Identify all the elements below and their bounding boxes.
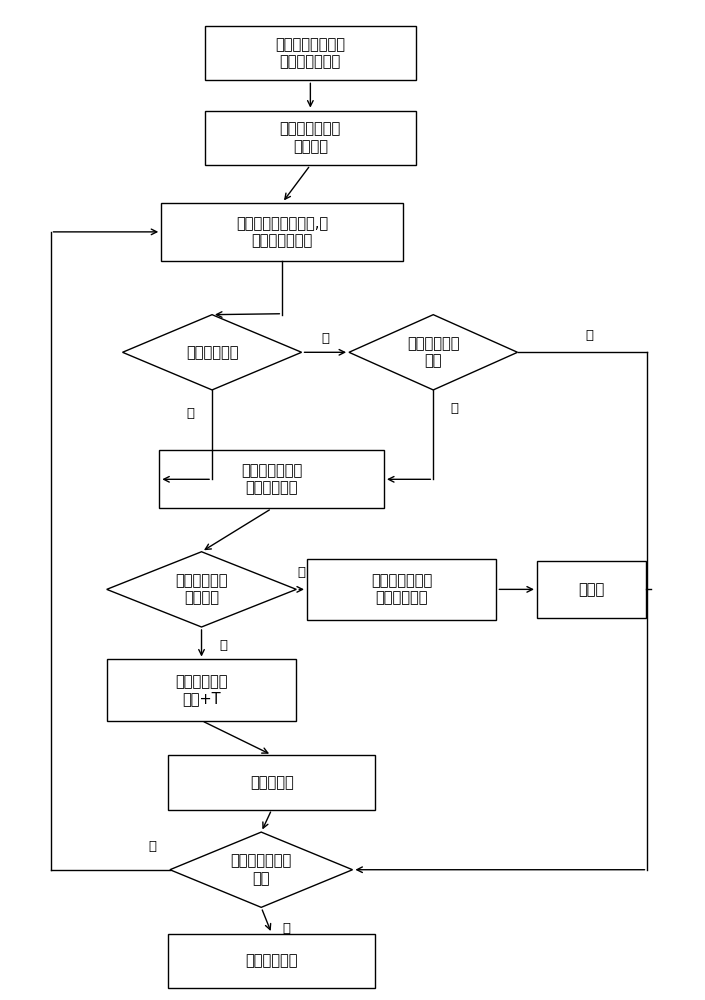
Text: 否: 否: [187, 407, 195, 420]
Text: 计算待测点太阳位置,获
取太阳光线向量: 计算待测点太阳位置,获 取太阳光线向量: [236, 216, 329, 248]
Text: 更新缓存中的图
元为遥挡图元: 更新缓存中的图 元为遥挡图元: [371, 573, 432, 606]
Text: 否: 否: [219, 639, 227, 652]
Text: 是: 是: [585, 329, 594, 342]
FancyBboxPatch shape: [168, 934, 375, 988]
Polygon shape: [349, 315, 517, 390]
FancyBboxPatch shape: [161, 203, 403, 261]
Text: 被遥挡: 被遥挡: [578, 582, 604, 597]
FancyBboxPatch shape: [205, 111, 416, 165]
FancyBboxPatch shape: [307, 559, 496, 620]
Text: 是: 是: [282, 922, 290, 935]
Text: 所有时刻计算完
毕？: 所有时刻计算完 毕？: [231, 854, 292, 886]
Text: 设置待测点、起止
时段及时间间隔: 设置待测点、起止 时段及时间间隔: [276, 37, 345, 69]
Polygon shape: [106, 552, 296, 627]
Polygon shape: [170, 832, 352, 907]
FancyBboxPatch shape: [159, 450, 384, 508]
Text: 是: 是: [298, 566, 305, 579]
FancyBboxPatch shape: [106, 659, 296, 721]
Text: 否: 否: [450, 402, 459, 415]
Text: 将缓存设空: 将缓存设空: [250, 775, 293, 790]
Text: 光线与场景要素
进行相交判断: 光线与场景要素 进行相交判断: [241, 463, 302, 496]
Text: 缓存有图元？: 缓存有图元？: [186, 345, 238, 360]
FancyBboxPatch shape: [205, 26, 416, 80]
Text: 否: 否: [148, 840, 156, 853]
Text: 光线与场景要
素相交？: 光线与场景要 素相交？: [176, 573, 228, 606]
Text: 未被遥挡，总
时间+T: 未被遥挡，总 时间+T: [176, 674, 228, 706]
Text: 光线与图元相
交？: 光线与图元相 交？: [407, 336, 460, 368]
Text: 得出遥挡时间: 得出遥挡时间: [245, 953, 298, 968]
FancyBboxPatch shape: [168, 755, 375, 810]
Text: 是: 是: [321, 332, 329, 345]
Polygon shape: [123, 315, 302, 390]
FancyBboxPatch shape: [537, 561, 646, 618]
Text: 按时间步长顺次
选取时刻: 按时间步长顺次 选取时刻: [280, 122, 341, 154]
